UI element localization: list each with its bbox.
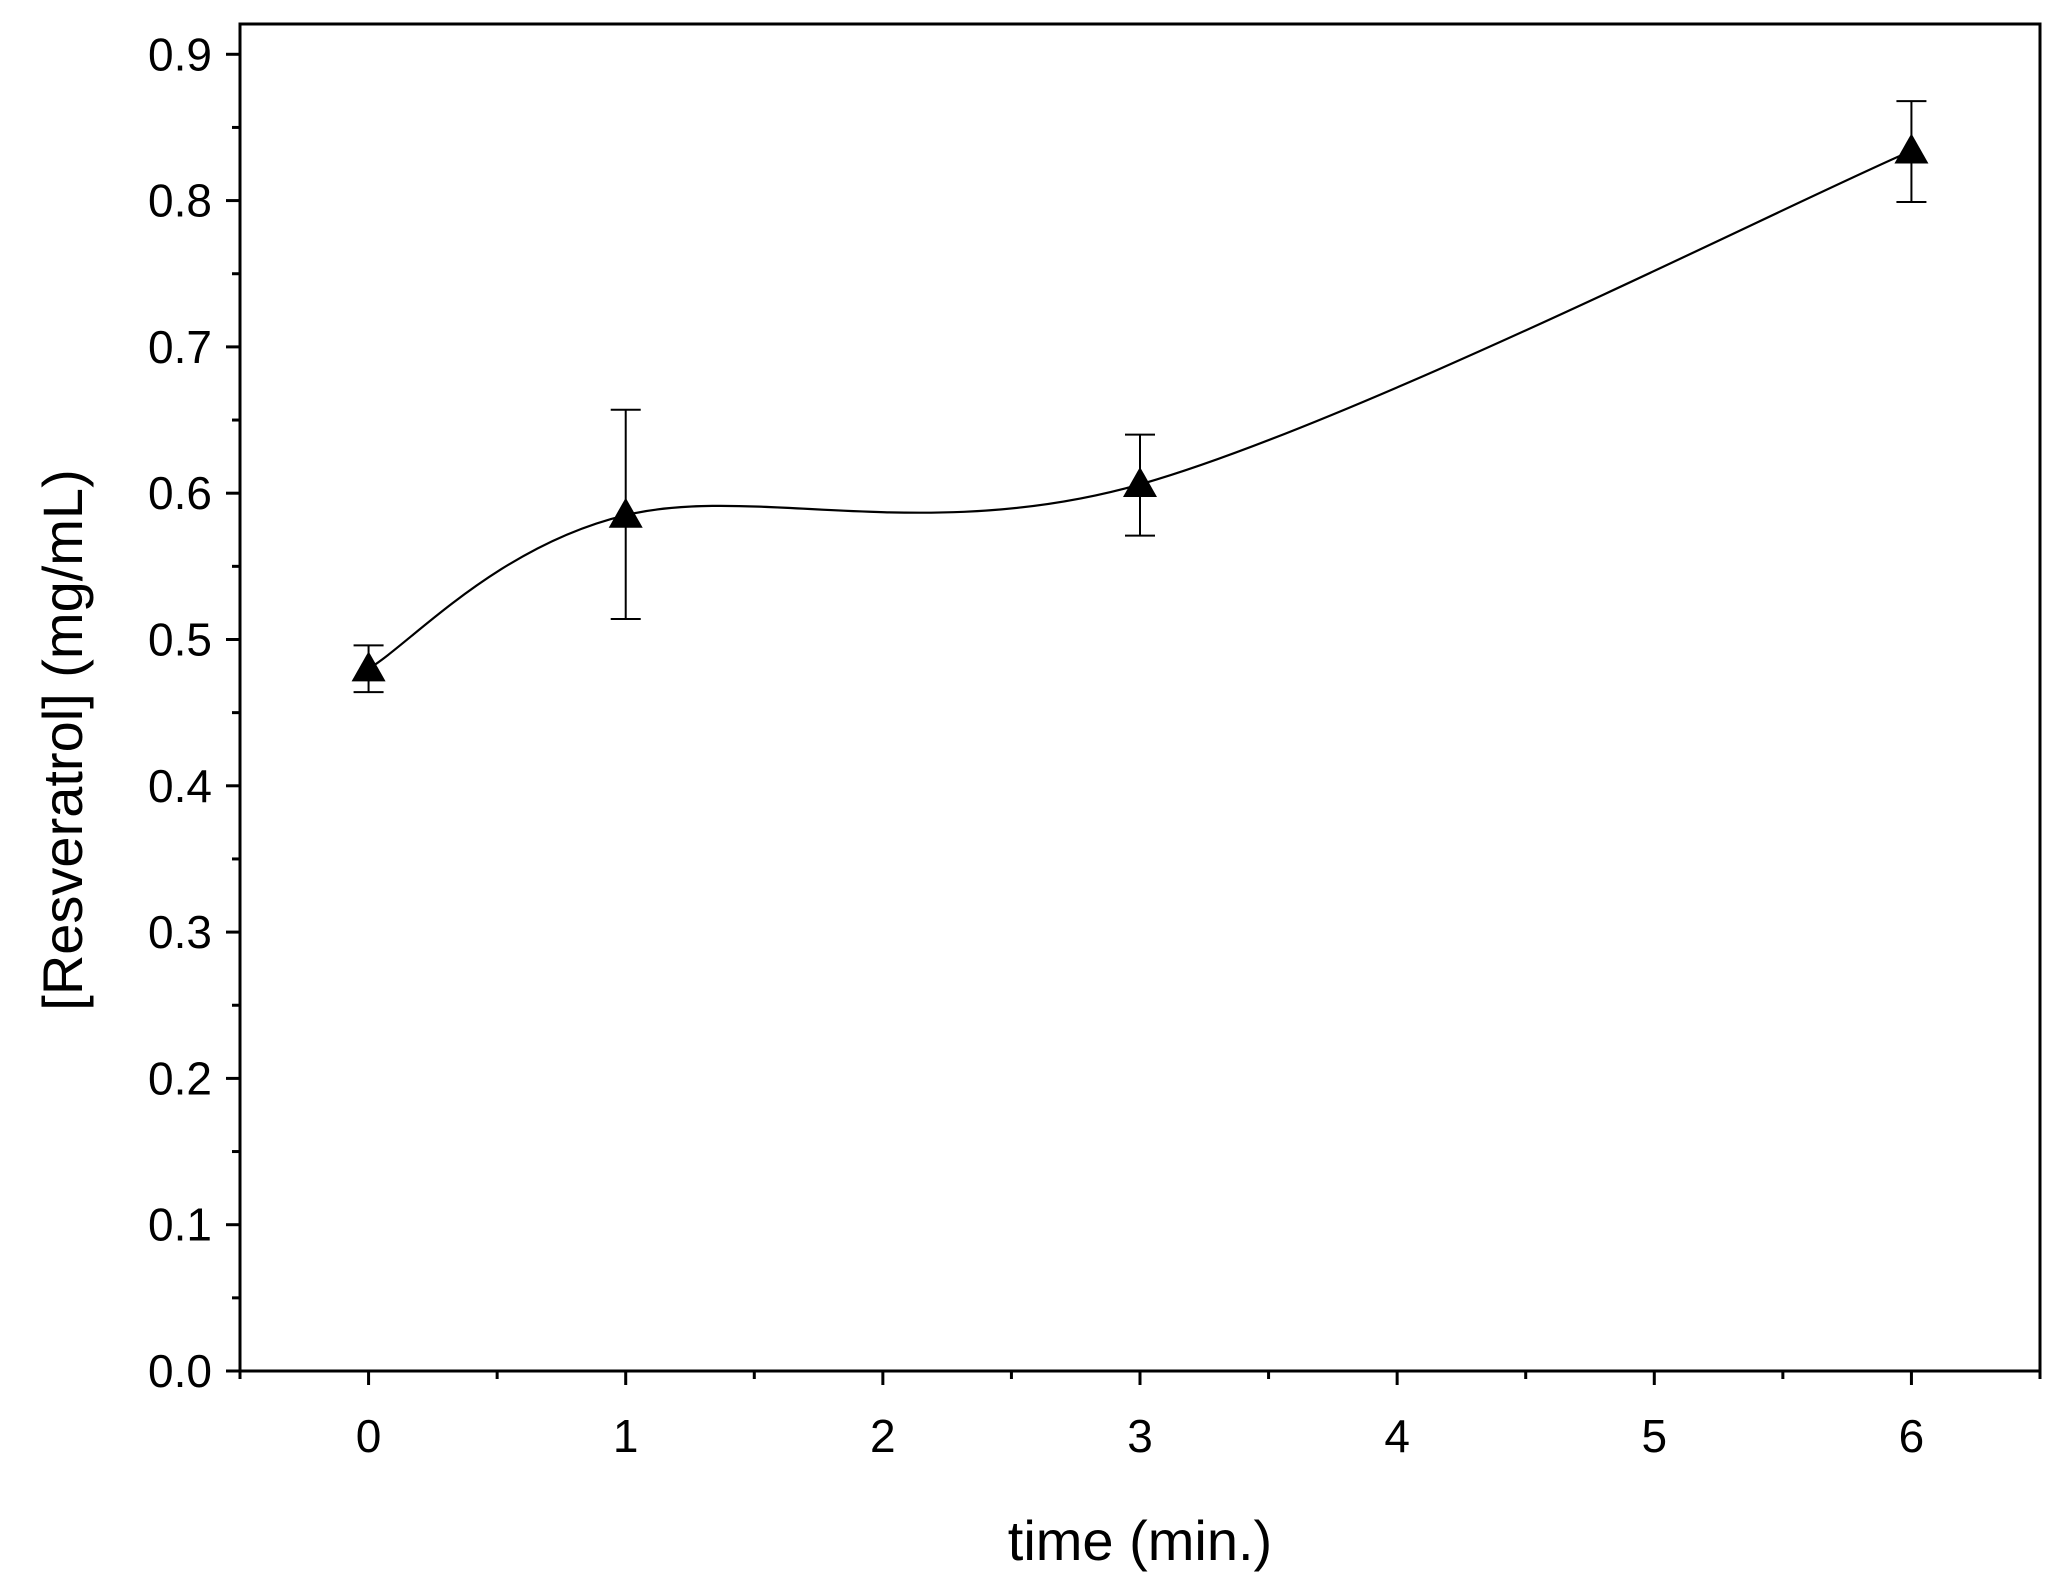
x-tick-label: 3 bbox=[1127, 1410, 1153, 1462]
series-line bbox=[368, 149, 1912, 670]
y-tick-label: 0.6 bbox=[148, 467, 212, 519]
y-tick-label: 0.3 bbox=[148, 906, 212, 958]
y-tick-label: 0.7 bbox=[148, 321, 212, 373]
x-tick-label: 0 bbox=[356, 1410, 382, 1462]
y-tick-label: 0.5 bbox=[148, 613, 212, 665]
y-tick-label: 0.9 bbox=[148, 28, 212, 80]
x-axis: 0 1 2 3 4 5 6 bbox=[238, 1371, 2042, 1462]
data-point bbox=[608, 497, 643, 528]
x-tick-label: 6 bbox=[1899, 1410, 1925, 1462]
x-tick-label: 5 bbox=[1641, 1410, 1667, 1462]
plot-frame bbox=[238, 22, 2042, 1373]
x-tick-label: 1 bbox=[613, 1410, 639, 1462]
y-tick-label: 0.8 bbox=[148, 175, 212, 227]
x-tick-label: 4 bbox=[1384, 1410, 1410, 1462]
y-tick-label: 0.0 bbox=[148, 1345, 212, 1397]
y-axis: 0.0 0.1 0.2 0.3 0.4 0.5 0.6 0.7 0.8 0.9 bbox=[148, 28, 240, 1397]
x-axis-title: time (min.) bbox=[1008, 1509, 1272, 1572]
y-tick-label: 0.2 bbox=[148, 1052, 212, 1104]
data-point bbox=[351, 651, 386, 682]
y-tick-label: 0.1 bbox=[148, 1199, 212, 1251]
data-point bbox=[1123, 467, 1157, 498]
y-axis-title: [Resveratrol] (mg/mL) bbox=[31, 469, 94, 1010]
series-layer bbox=[351, 100, 1929, 694]
data-point bbox=[1894, 133, 1929, 164]
x-tick-label: 2 bbox=[870, 1410, 896, 1462]
y-tick-label: 0.4 bbox=[148, 760, 212, 812]
